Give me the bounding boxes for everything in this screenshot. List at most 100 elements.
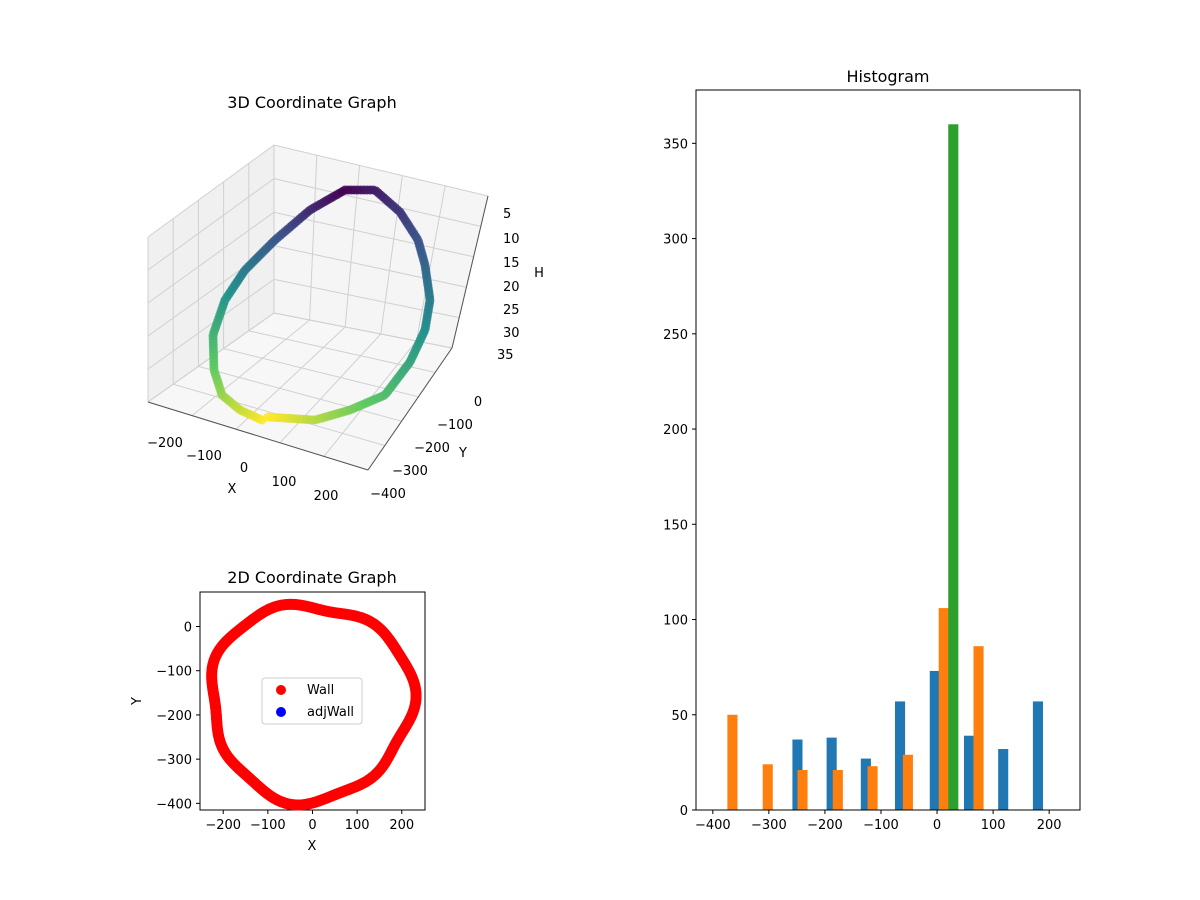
- histogram-ticks: −400 −300 −200 −100 0 100 200 0 50 100 150 200 250 30…: [663, 137, 1061, 833]
- graph2d-y-tick: −100: [156, 665, 192, 680]
- graph3d-grid-line: [273, 144, 489, 197]
- histogram-x-tick: 0: [933, 818, 941, 833]
- histogram-y-tick: 300: [663, 233, 688, 248]
- graph3d-x-tick: 0: [240, 461, 248, 476]
- histogram-bar: [860, 758, 871, 810]
- histogram-y-tick: 150: [663, 518, 688, 533]
- graph2d-x-tick: 200: [389, 818, 414, 833]
- graph2d-title: 2D Coordinate Graph: [227, 568, 396, 587]
- wall-point: [409, 698, 421, 710]
- histogram-bar: [826, 737, 837, 810]
- histogram-x-tick: −100: [863, 818, 899, 833]
- legend-label-wall: Wall: [307, 683, 334, 698]
- histogram-bar: [973, 646, 984, 810]
- graph3d-z-tick: 20: [503, 280, 520, 295]
- histogram-x-tick: 200: [1037, 818, 1062, 833]
- histogram-bar: [1032, 701, 1044, 810]
- graph3d-grid-line: [415, 185, 446, 342]
- graph3d-title: 3D Coordinate Graph: [227, 93, 396, 112]
- graph3d-grid-line: [309, 155, 318, 321]
- graph3d-x-tick: −200: [147, 436, 183, 451]
- histogram-y-tick: 100: [663, 614, 688, 629]
- histogram-y-tick: 50: [671, 709, 688, 724]
- graph3d-trajectory: [208, 185, 435, 425]
- graph3d-x-tick: 100: [272, 475, 297, 490]
- histogram-bar: [963, 735, 975, 810]
- graph3d-x-ticks: −200 −100 0 100 200: [147, 436, 338, 504]
- graph3d-y-label: Y: [458, 446, 467, 461]
- histogram-bar: [797, 770, 808, 810]
- histogram-y-tick: 0: [680, 804, 688, 819]
- histogram-bar: [762, 764, 773, 810]
- graph2d-y-tick: 0: [184, 620, 192, 635]
- graph3d-z-axis: [451, 195, 489, 349]
- legend-marker-wall: [276, 685, 286, 695]
- graph2d-x-tick: −200: [205, 818, 241, 833]
- graph3d-z-ticks: 5 10 15 20 25 30 35: [497, 207, 520, 363]
- histogram-axes: [695, 89, 1081, 811]
- histogram-x-tick: −400: [695, 818, 731, 833]
- histogram-bar: [867, 766, 878, 810]
- graph3d-x-tick: 200: [314, 489, 339, 504]
- histogram-bar: [902, 754, 913, 810]
- graph3d-grid-line: [147, 278, 275, 370]
- histogram-bars: [727, 124, 1044, 811]
- histogram-x-tick: −300: [751, 818, 787, 833]
- graph2d: 2D Coordinate Graph −200 −100 0 100 200 0 −100…: [130, 568, 426, 854]
- graph2d-legend: Wall adjWall: [261, 677, 363, 725]
- histogram-title: Histogram: [847, 67, 930, 86]
- graph3d-z-label: H: [534, 266, 544, 281]
- graph3d: 3D Coordinate Graph −200 −100 0 100 200 …: [147, 93, 544, 504]
- graph3d-grid-line: [147, 144, 275, 238]
- graph3d-grid-line: [191, 319, 310, 416]
- graph3d-z-tick: 10: [503, 232, 520, 247]
- histogram-bar: [832, 770, 843, 810]
- graph3d-grid-line: [273, 178, 481, 227]
- graph2d-x-tick: 100: [345, 818, 370, 833]
- graph3d-x-label: X: [228, 482, 237, 497]
- graph3d-z-tick: 35: [497, 348, 514, 363]
- graph3d-z-tick: 5: [503, 207, 511, 222]
- graph3d-point: [263, 412, 273, 422]
- graph2d-y-tick: −400: [156, 797, 192, 812]
- graph3d-grid-line: [147, 178, 275, 271]
- graph3d-z-tick: 30: [503, 326, 520, 341]
- histogram: Histogram −400 −300 −200 −100 0 100 200 0 50 100 1…: [663, 67, 1081, 833]
- graph3d-grid-line: [198, 365, 402, 422]
- histogram-x-tick: 100: [981, 818, 1006, 833]
- legend-marker-adjwall: [276, 707, 286, 717]
- histogram-bar: [727, 714, 738, 810]
- graph3d-x-tick: −100: [186, 449, 222, 464]
- graph2d-wall-points: [206, 598, 422, 811]
- graph3d-z-tick: 15: [503, 256, 520, 271]
- graph3d-y-axis: [367, 347, 453, 471]
- legend-label-adjwall: adjWall: [307, 705, 354, 720]
- graph3d-y-tick: −300: [392, 464, 428, 479]
- histogram-y-tick: 350: [663, 137, 688, 152]
- graph3d-x-axis: [147, 401, 369, 471]
- graph2d-x-tick: 0: [308, 818, 316, 833]
- graph2d-y-label: Y: [130, 697, 145, 706]
- graph3d-y-tick: −400: [370, 487, 406, 502]
- graph3d-grid-line: [147, 211, 275, 304]
- graph3d-y-tick: 0: [474, 395, 482, 410]
- graph3d-grid-line: [273, 245, 467, 288]
- graph3d-y-tick: −100: [437, 418, 473, 433]
- graph2d-x-label: X: [308, 839, 317, 854]
- graph3d-y-ticks: 0 −100 −200 −300 −400: [370, 395, 482, 502]
- graph2d-y-tick: −200: [156, 709, 192, 724]
- graph2d-ticks: −200 −100 0 100 200 0 −100 −200 −300 −400: [156, 620, 414, 833]
- histogram-bar: [948, 124, 959, 811]
- graph3d-grid-line: [380, 175, 403, 335]
- graph2d-y-tick: −300: [156, 753, 192, 768]
- graph3d-z-tick: 25: [503, 303, 520, 318]
- histogram-x-tick: −200: [807, 818, 843, 833]
- histogram-bar: [938, 608, 949, 810]
- histogram-y-tick: 200: [663, 423, 688, 438]
- histogram-bar: [895, 701, 906, 810]
- histogram-bar: [998, 749, 1009, 810]
- graph3d-grid-line: [273, 211, 474, 258]
- graph3d-grid-line: [279, 333, 382, 444]
- histogram-bar: [929, 670, 940, 810]
